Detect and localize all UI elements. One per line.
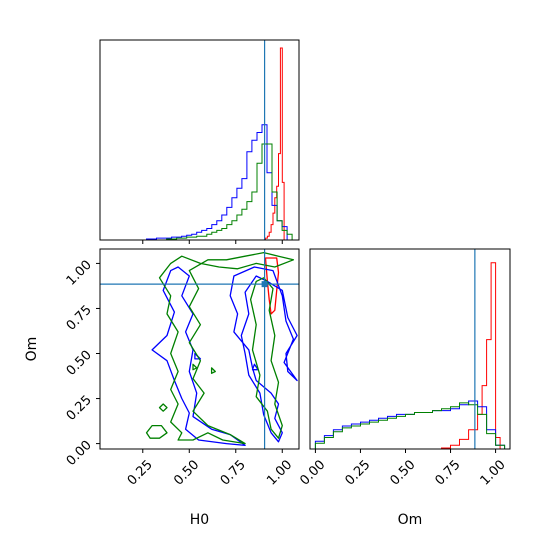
hist-Om-xtick-label-0: 0.00: [297, 457, 328, 488]
contour-blue-3: [251, 363, 259, 371]
hist-Om-xtick-label-4: 1.00: [478, 457, 509, 488]
contour-xtick-label-3: 1.00: [264, 457, 295, 488]
contour-xtick-label-0: 0.25: [125, 457, 156, 488]
contour-ytick-label-4: 1.00: [64, 258, 95, 289]
hist-Om-series-blue: [314, 400, 506, 449]
hist-Om-xtick-label-3: 0.75: [433, 457, 464, 488]
hist-Om-frame: [309, 248, 511, 450]
contour-ytick-label-0: 0.00: [64, 438, 95, 469]
hist-Om-xtick-label-2: 0.50: [387, 457, 418, 488]
contour-green-1: [145, 424, 168, 439]
contour-ytick-label-3: 0.75: [64, 303, 95, 334]
contour-green-2: [249, 277, 283, 439]
contour-ytick-label-2: 0.50: [64, 348, 95, 379]
contour-frame: [99, 248, 300, 450]
hist-Om-xtick-label-1: 0.25: [342, 457, 373, 488]
contour-xlabel: H0: [190, 512, 209, 528]
hist-Om-series-green: [314, 402, 506, 449]
hist-H0-plot-area: [100, 47, 298, 240]
contour-red-0: [264, 257, 280, 315]
contour-plot-area: [145, 251, 298, 447]
hist-H0-frame: [99, 39, 300, 241]
hist-Om-xlabel: Om: [398, 512, 423, 528]
contour-ylabel: Om: [24, 337, 40, 362]
hist-H0-series-green: [100, 143, 298, 240]
contour-green-0: [158, 251, 295, 445]
hist-Om-plot-area: [314, 262, 506, 449]
contour-xtick-label-2: 0.75: [218, 457, 249, 488]
contour-green-3: [158, 403, 168, 412]
hist-H0-series-blue: [100, 124, 298, 240]
hist-Om-series-red: [441, 262, 501, 449]
contour-green-5: [192, 363, 198, 371]
contour-green-4: [210, 367, 216, 374]
contour-ytick-label-1: 0.25: [64, 393, 95, 424]
contour-xtick-label-1: 0.50: [171, 457, 202, 488]
contour-blue-1: [229, 266, 298, 443]
contour-truth-point: [261, 281, 268, 288]
